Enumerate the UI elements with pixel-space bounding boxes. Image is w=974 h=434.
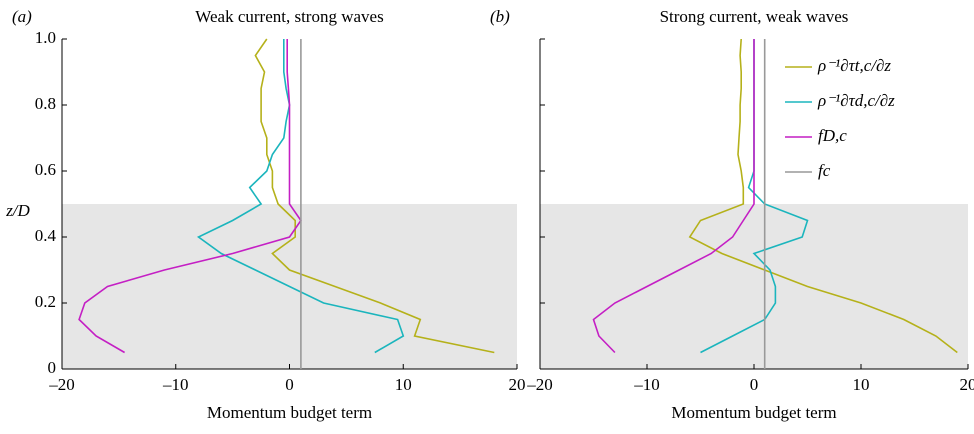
chart-title: Weak current, strong waves [195, 7, 383, 26]
x-tick-label: –20 [526, 375, 553, 394]
x-tick-label: –10 [633, 375, 660, 394]
legend-label: ρ⁻¹∂τd,c/∂z [817, 91, 895, 110]
x-tick-label: 20 [960, 375, 974, 394]
x-axis-label: Momentum budget term [207, 403, 372, 422]
y-tick-label: 0.4 [35, 226, 57, 245]
panel-label: (a) [12, 7, 32, 26]
shaded-region [540, 204, 968, 369]
x-axis-label: Momentum budget term [671, 403, 836, 422]
y-tick-label: 0.6 [35, 160, 56, 179]
series-line [592, 39, 755, 354]
x-tick-label: 20 [509, 375, 526, 394]
legend-label: ρ⁻¹∂τt,c/∂z [817, 56, 891, 75]
x-tick-label: 10 [853, 375, 870, 394]
y-tick-label: 1.0 [35, 28, 56, 47]
series-line [688, 38, 958, 354]
y-tick-label: 0.2 [35, 292, 56, 311]
series-line [254, 38, 495, 354]
legend-label: fc [818, 161, 831, 180]
panel-label: (b) [490, 7, 510, 26]
x-tick-label: 0 [750, 375, 759, 394]
series-line [78, 39, 302, 354]
x-tick-label: –20 [48, 375, 75, 394]
x-tick-label: 10 [395, 375, 412, 394]
x-tick-label: –10 [162, 375, 189, 394]
legend-label: fD,c [818, 126, 847, 145]
chart-title: Strong current, weak waves [660, 7, 849, 26]
y-axis-label: z/D [5, 201, 30, 220]
series-line [196, 39, 405, 354]
y-tick-label: 0 [48, 358, 57, 377]
y-tick-label: 0.8 [35, 94, 56, 113]
x-tick-label: 0 [285, 375, 294, 394]
